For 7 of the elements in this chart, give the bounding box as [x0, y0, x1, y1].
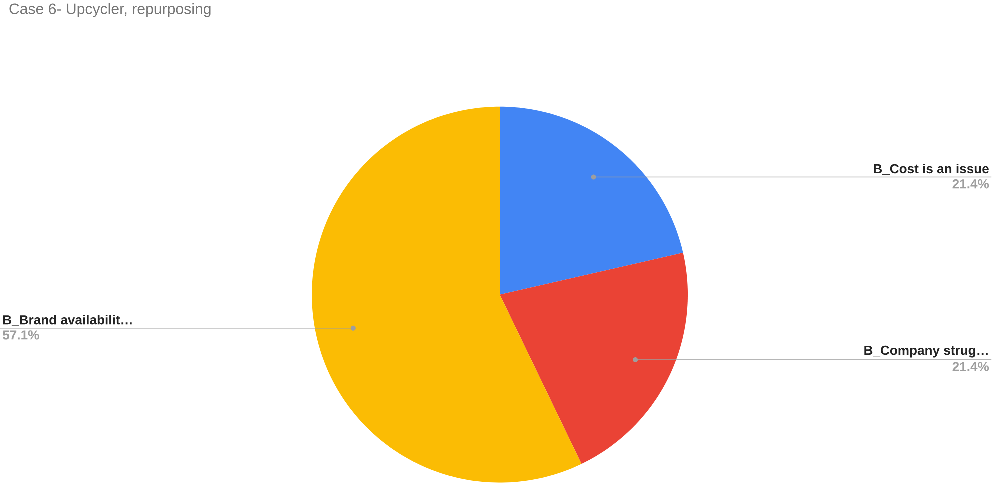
slice-label: B_Company strug… — [864, 346, 988, 358]
slice-label: B_Cost is an issue — [874, 164, 989, 176]
chart-title: Case 6- Upcycler, repurposing — [10, 3, 211, 18]
data-label: 57.1% — [3, 330, 40, 340]
slice-label: B_Brand availabilit… — [4, 315, 132, 326]
data-label: 21.4% — [952, 180, 990, 189]
data-label: 21.4% — [952, 362, 990, 372]
